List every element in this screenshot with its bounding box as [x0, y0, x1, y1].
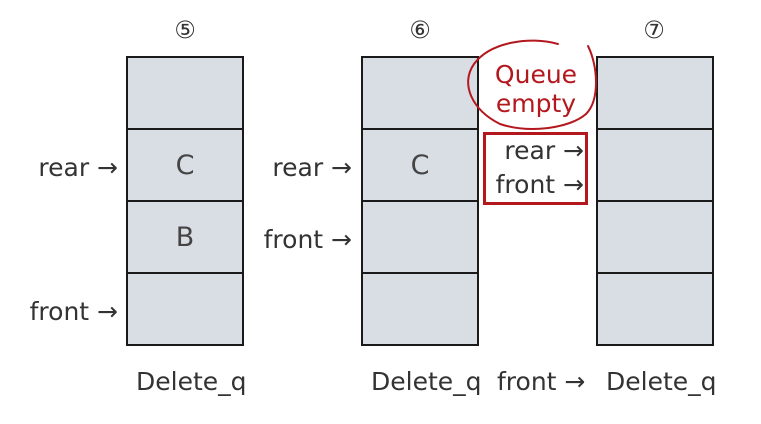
queue-cell — [128, 274, 242, 344]
queue-cell — [128, 58, 242, 130]
queue-stack-stage-6: C — [361, 56, 479, 346]
queue-stack-stage-5: C B — [126, 56, 244, 346]
stage-5-number: ⑤ — [174, 16, 196, 44]
front-pointer-caption-stage-7: front → — [497, 367, 586, 396]
front-pointer-stage-7: front → — [495, 170, 584, 199]
queue-stack-stage-7 — [596, 56, 714, 346]
queue-cell — [598, 274, 712, 344]
rear-pointer-stage-7: rear → — [504, 136, 584, 165]
front-pointer-stage-5: front → — [29, 297, 118, 326]
queue-cell: C — [128, 130, 242, 202]
queue-empty-line1: Queue — [494, 60, 578, 89]
empty-pointer-highlight-box — [483, 132, 588, 205]
queue-cell: C — [363, 130, 477, 202]
queue-empty-annotation: Queue empty — [480, 60, 592, 118]
rear-pointer-stage-6: rear → — [272, 153, 352, 182]
caption-stage-7: Delete_q — [606, 367, 717, 396]
queue-cell — [598, 58, 712, 130]
queue-cell — [363, 274, 477, 344]
rear-pointer-stage-5: rear → — [38, 153, 118, 182]
queue-cell — [598, 130, 712, 202]
stage-7-number: ⑦ — [643, 16, 665, 44]
caption-stage-5: Delete_q — [136, 367, 247, 396]
queue-cell — [363, 58, 477, 130]
annotation-circle-stroke — [467, 39, 597, 130]
caption-stage-6: Delete_q — [371, 367, 482, 396]
stage-6-number: ⑥ — [409, 16, 431, 44]
queue-empty-line2: empty — [495, 89, 577, 118]
queue-cell — [598, 202, 712, 274]
queue-cell — [363, 202, 477, 274]
front-pointer-stage-6: front → — [263, 225, 352, 254]
queue-cell: B — [128, 202, 242, 274]
